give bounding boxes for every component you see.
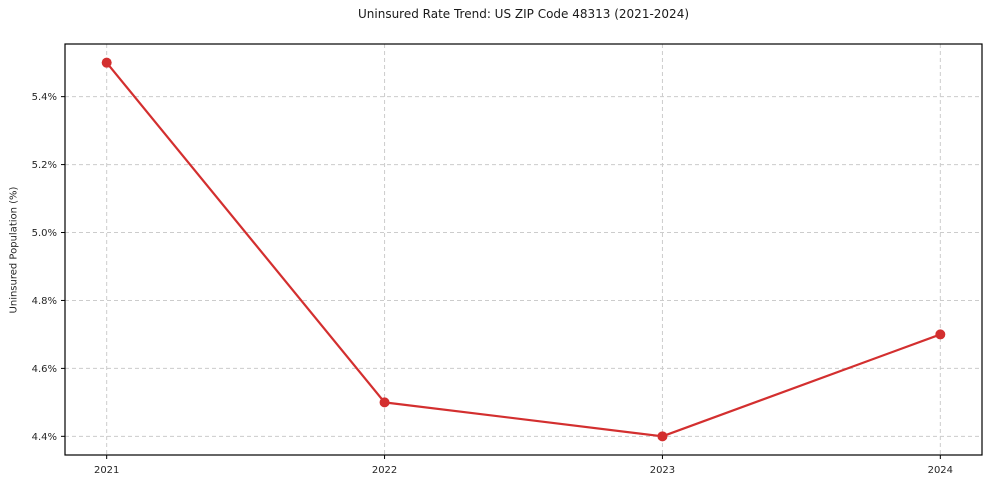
data-point-marker (657, 431, 668, 442)
trend-line (105, 61, 942, 438)
y-tick-label: 5.4% (32, 92, 57, 103)
y-tick-label: 5.0% (32, 228, 57, 239)
y-tick-label: 4.4% (32, 432, 57, 443)
y-tick-label: 4.8% (32, 296, 57, 307)
data-point-marker (379, 397, 390, 408)
y-tick-label: 4.6% (32, 364, 57, 375)
x-tick-label: 2024 (928, 465, 953, 476)
axes-border (64, 43, 983, 456)
x-tick-label: 2022 (372, 465, 397, 476)
chart-title: Uninsured Rate Trend: US ZIP Code 48313 … (357, 7, 690, 21)
data-point-marker (101, 57, 112, 68)
x-tick-label: 2021 (94, 465, 119, 476)
y-tick-label: 5.2% (32, 160, 57, 171)
x-tick-label: 2023 (650, 465, 675, 476)
data-point-marker (935, 329, 946, 340)
